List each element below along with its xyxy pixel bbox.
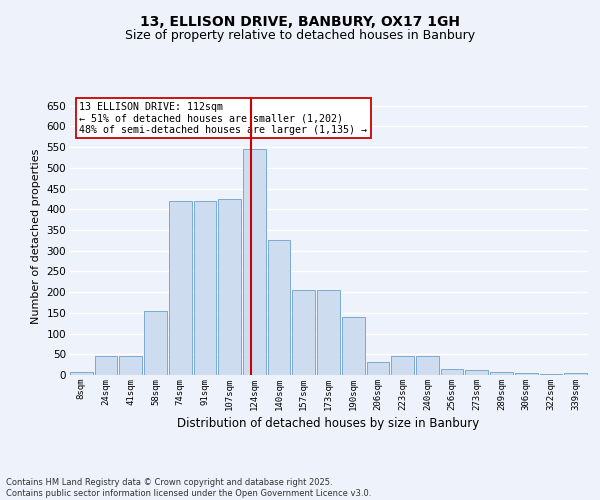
Text: Size of property relative to detached houses in Banbury: Size of property relative to detached ho… xyxy=(125,28,475,42)
Y-axis label: Number of detached properties: Number of detached properties xyxy=(31,148,41,324)
Bar xyxy=(268,240,290,375)
Bar xyxy=(119,356,142,375)
Text: Contains HM Land Registry data © Crown copyright and database right 2025.
Contai: Contains HM Land Registry data © Crown c… xyxy=(6,478,371,498)
Bar xyxy=(564,373,587,375)
Bar xyxy=(144,311,167,375)
Text: 13, ELLISON DRIVE, BANBURY, OX17 1GH: 13, ELLISON DRIVE, BANBURY, OX17 1GH xyxy=(140,16,460,30)
Bar xyxy=(391,356,414,375)
Bar xyxy=(342,317,365,375)
Bar xyxy=(70,372,93,375)
Bar xyxy=(95,356,118,375)
Bar xyxy=(539,374,562,375)
X-axis label: Distribution of detached houses by size in Banbury: Distribution of detached houses by size … xyxy=(178,417,479,430)
Bar xyxy=(441,369,463,375)
Bar xyxy=(243,150,266,375)
Bar xyxy=(292,290,315,375)
Bar xyxy=(169,201,191,375)
Bar xyxy=(490,372,513,375)
Bar xyxy=(367,362,389,375)
Bar xyxy=(416,356,439,375)
Bar xyxy=(466,370,488,375)
Bar xyxy=(515,373,538,375)
Bar xyxy=(194,201,216,375)
Bar xyxy=(317,290,340,375)
Text: 13 ELLISON DRIVE: 112sqm
← 51% of detached houses are smaller (1,202)
48% of sem: 13 ELLISON DRIVE: 112sqm ← 51% of detach… xyxy=(79,102,367,135)
Bar xyxy=(218,199,241,375)
